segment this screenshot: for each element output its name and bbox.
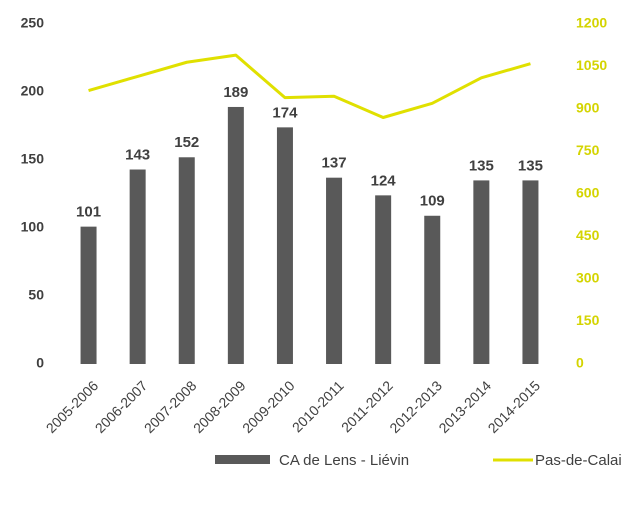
y-tick-label: 200 — [21, 83, 45, 99]
bar — [129, 169, 146, 364]
bar — [276, 127, 293, 364]
bar — [375, 195, 392, 364]
x-tick-label: 2005-2006 — [43, 377, 102, 436]
y-tick-label: 250 — [21, 15, 45, 31]
data-label: 143 — [125, 146, 150, 163]
data-label: 137 — [322, 155, 347, 172]
x-tick-label: 2009-2010 — [239, 377, 298, 436]
x-tick-label: 2013-2014 — [435, 377, 494, 436]
y-tick-label: 100 — [21, 219, 45, 235]
data-label: 101 — [76, 204, 101, 221]
y2-tick-label: 600 — [576, 185, 600, 201]
y-tick-label: 150 — [21, 151, 45, 167]
data-label: 135 — [469, 157, 494, 174]
x-tick-label: 2010-2011 — [289, 377, 347, 435]
data-label: 109 — [420, 193, 445, 210]
legend-swatch — [215, 455, 270, 464]
bar — [424, 215, 441, 364]
x-tick-label: 2007-2008 — [141, 377, 200, 436]
data-label: 135 — [518, 157, 543, 174]
y2-tick-label: 750 — [576, 142, 600, 158]
bar — [227, 106, 244, 365]
bar — [326, 177, 343, 364]
y2-tick-label: 900 — [576, 100, 600, 116]
legend-label: Pas-de-Calais — [535, 452, 621, 469]
x-tick-label: 2006-2007 — [92, 377, 151, 436]
data-label: 124 — [371, 172, 397, 189]
y2-tick-label: 450 — [576, 227, 600, 243]
y2-tick-label: 1050 — [576, 57, 607, 73]
y2-tick-label: 1200 — [576, 15, 607, 31]
bar — [473, 180, 490, 364]
x-tick-label: 2008-2009 — [190, 377, 249, 436]
y2-tick-label: 150 — [576, 312, 600, 328]
y2-tick-label: 0 — [576, 355, 584, 371]
data-label: 152 — [174, 134, 199, 151]
x-tick-label: 2012-2013 — [386, 377, 445, 436]
y-tick-label: 50 — [28, 287, 44, 303]
data-label: 174 — [272, 104, 298, 121]
x-tick-label: 2014-2015 — [485, 377, 544, 436]
y2-tick-label: 300 — [576, 270, 600, 286]
bar — [80, 226, 97, 364]
bar — [178, 157, 195, 364]
y-tick-label: 0 — [36, 355, 44, 371]
line — [88, 53, 531, 119]
data-label: 189 — [223, 84, 248, 101]
legend-label: CA de Lens - Liévin — [279, 452, 409, 469]
bar — [522, 180, 539, 364]
